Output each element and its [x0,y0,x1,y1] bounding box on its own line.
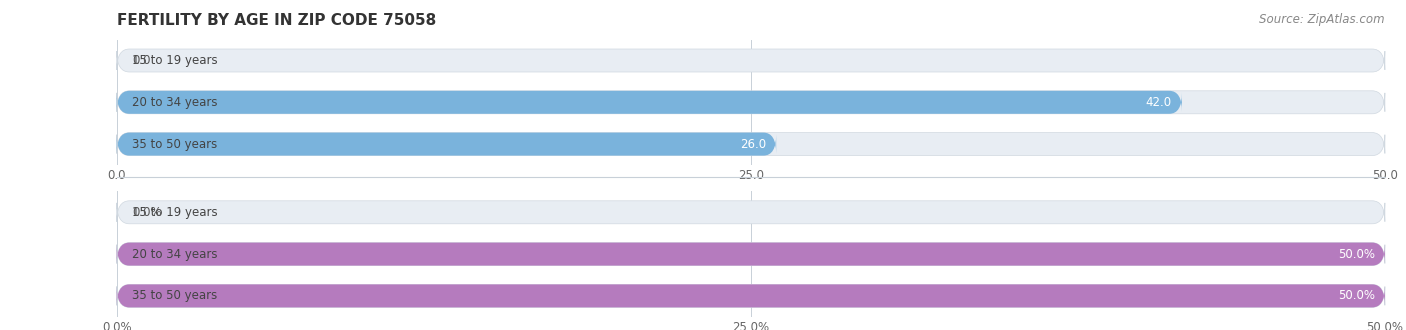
FancyBboxPatch shape [117,201,1385,224]
FancyBboxPatch shape [117,133,776,156]
FancyBboxPatch shape [117,243,1385,266]
Text: 0.0%: 0.0% [132,206,162,219]
Text: 35 to 50 years: 35 to 50 years [132,289,217,302]
FancyBboxPatch shape [117,284,1385,308]
FancyBboxPatch shape [117,133,1385,156]
Text: 20 to 34 years: 20 to 34 years [132,248,218,261]
Text: 50.0%: 50.0% [1337,248,1375,261]
FancyBboxPatch shape [117,284,1385,308]
FancyBboxPatch shape [117,243,1385,266]
Text: 35 to 50 years: 35 to 50 years [132,138,217,150]
Text: Source: ZipAtlas.com: Source: ZipAtlas.com [1260,13,1385,26]
Text: 15 to 19 years: 15 to 19 years [132,206,218,219]
Text: 42.0: 42.0 [1146,96,1171,109]
Text: 0.0: 0.0 [132,54,150,67]
FancyBboxPatch shape [117,49,1385,72]
Text: FERTILITY BY AGE IN ZIP CODE 75058: FERTILITY BY AGE IN ZIP CODE 75058 [117,13,436,28]
Text: 15 to 19 years: 15 to 19 years [132,54,218,67]
Text: 50.0%: 50.0% [1337,289,1375,302]
Text: 20 to 34 years: 20 to 34 years [132,96,218,109]
FancyBboxPatch shape [117,91,1385,114]
Text: 26.0: 26.0 [740,138,766,150]
FancyBboxPatch shape [117,91,1182,114]
